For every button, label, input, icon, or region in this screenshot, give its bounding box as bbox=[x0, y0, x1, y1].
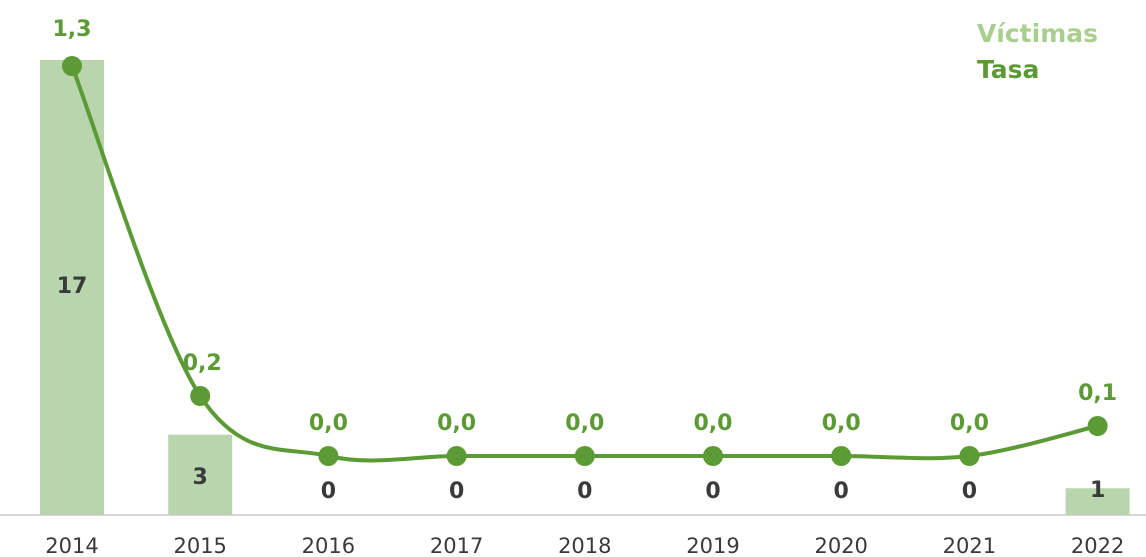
bar-victimas-2014 bbox=[40, 60, 104, 515]
bar-label-2017: 0 bbox=[449, 479, 464, 504]
point-tasa-2016 bbox=[318, 446, 339, 466]
point-tasa-2014 bbox=[62, 56, 82, 76]
point-tasa-2015 bbox=[190, 386, 211, 406]
bar-victimas-2015 bbox=[168, 434, 233, 515]
x-tick-2019: 2019 bbox=[686, 534, 739, 557]
x-tick-2021: 2021 bbox=[943, 534, 996, 557]
point-tasa-2019 bbox=[703, 446, 723, 466]
bar-label-2022: 1 bbox=[1090, 478, 1105, 503]
point-label-2017: 0,0 bbox=[437, 411, 476, 436]
point-label-2019: 0,0 bbox=[694, 411, 733, 436]
bars-layer bbox=[40, 60, 1130, 515]
point-tasa-2022 bbox=[1087, 416, 1108, 436]
legend-entry-victimas: Víctimas bbox=[976, 19, 1098, 48]
point-label-2016: 0,0 bbox=[309, 411, 348, 436]
x-tick-2014: 2014 bbox=[45, 534, 98, 557]
point-tasa-2021 bbox=[959, 446, 980, 466]
bar-label-2021: 0 bbox=[962, 479, 977, 504]
legend-entry-tasa: Tasa bbox=[976, 55, 1040, 84]
bar-label-2018: 0 bbox=[577, 479, 592, 504]
x-tick-labels: 2014 2015 2016 2017 2018 2019 2020 2021 2022 bbox=[45, 534, 1124, 557]
point-label-2018: 0,0 bbox=[565, 411, 604, 436]
bar-label-2016: 0 bbox=[321, 479, 336, 504]
point-label-2020: 0,0 bbox=[822, 411, 861, 436]
series-line-tasa bbox=[70, 64, 1100, 463]
x-tick-2018: 2018 bbox=[558, 534, 611, 557]
bar-labels-layer: 17 3 0 0 0 0 0 0 1 bbox=[57, 274, 1106, 504]
x-tick-2015: 2015 bbox=[173, 534, 226, 557]
bar-victimas-2022 bbox=[1065, 488, 1130, 515]
x-tick-2020: 2020 bbox=[814, 534, 867, 557]
point-label-2021: 0,0 bbox=[950, 411, 989, 436]
bar-label-2020: 0 bbox=[834, 479, 849, 504]
point-tasa-2018 bbox=[574, 446, 595, 466]
bar-label-2014: 17 bbox=[57, 274, 88, 299]
point-label-2015: 0,2 bbox=[183, 351, 222, 376]
point-tasa-2020 bbox=[831, 446, 852, 466]
point-label-2014: 1,3 bbox=[53, 17, 92, 42]
point-tasa-2017 bbox=[446, 446, 467, 466]
x-tick-2016: 2016 bbox=[302, 534, 355, 557]
bar-label-2019: 0 bbox=[705, 479, 720, 504]
point-label-2022: 0,1 bbox=[1078, 381, 1117, 406]
x-tick-2022: 2022 bbox=[1071, 534, 1124, 557]
bar-label-2015: 3 bbox=[193, 465, 208, 490]
line-layer: 1,3 0,2 0,0 0,0 0,0 0,0 0,0 0,0 0,1 bbox=[53, 17, 1117, 466]
x-tick-2017: 2017 bbox=[430, 534, 483, 557]
legend: Víctimas Tasa bbox=[977, 16, 1098, 88]
